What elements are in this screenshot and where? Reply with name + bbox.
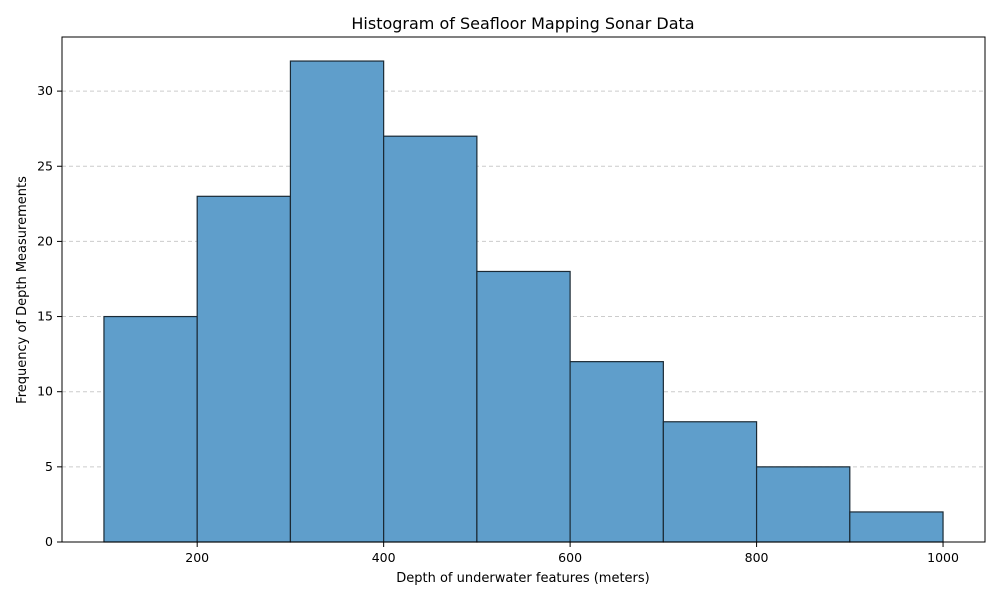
histogram-bar xyxy=(849,511,944,543)
chart-title: Histogram of Seafloor Mapping Sonar Data xyxy=(351,14,694,33)
histogram-bar xyxy=(289,60,385,543)
histogram-bar xyxy=(103,315,198,543)
y-tick-label: 30 xyxy=(37,83,53,98)
histogram-bar xyxy=(569,361,664,543)
y-axis-label: Frequency of Depth Measurements xyxy=(15,176,30,404)
y-axis-ticks: 0 5 10 15 20 25 30 xyxy=(37,83,62,549)
y-tick-label: 25 xyxy=(37,158,53,173)
y-tick-label: 20 xyxy=(37,233,53,248)
histogram-bar xyxy=(196,195,292,543)
y-tick-label: 10 xyxy=(37,384,53,399)
x-tick-label: 1000 xyxy=(927,550,959,565)
x-tick-label: 800 xyxy=(745,550,769,565)
x-tick-label: 400 xyxy=(372,550,396,565)
x-axis-label: Depth of underwater features (meters) xyxy=(396,571,650,586)
histogram-bar xyxy=(662,421,758,543)
x-tick-label: 600 xyxy=(558,550,582,565)
x-tick-label: 200 xyxy=(185,550,209,565)
histogram-bars xyxy=(103,60,944,543)
y-tick-label: 15 xyxy=(37,309,53,324)
x-axis-ticks: 200 400 600 800 1000 xyxy=(185,542,959,565)
histogram-bar xyxy=(383,135,478,543)
y-tick-label: 0 xyxy=(45,534,53,549)
histogram-bar xyxy=(476,270,571,543)
histogram-bar xyxy=(755,466,851,543)
y-tick-label: 5 xyxy=(45,459,53,474)
plot-frame xyxy=(61,36,986,543)
